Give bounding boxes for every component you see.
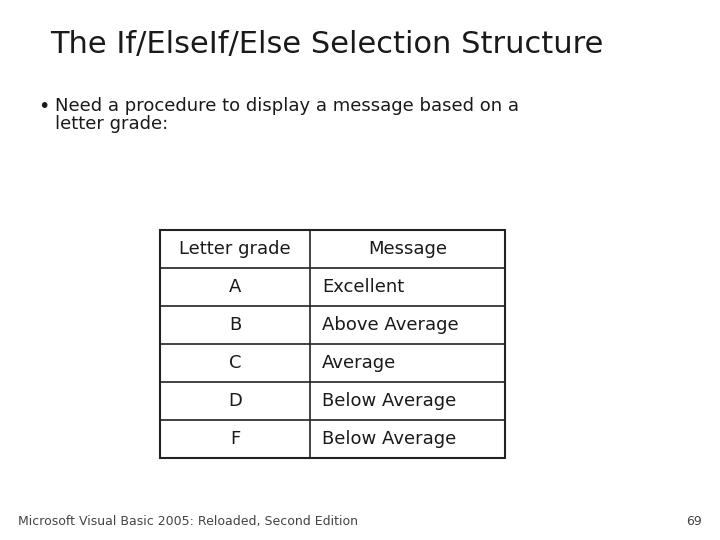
Text: Excellent: Excellent	[322, 278, 404, 296]
Text: Average: Average	[322, 354, 396, 372]
Text: Above Average: Above Average	[322, 316, 459, 334]
Text: A: A	[229, 278, 241, 296]
Text: 69: 69	[686, 515, 702, 528]
Text: Need a procedure to display a message based on a: Need a procedure to display a message ba…	[55, 97, 519, 115]
Text: Letter grade: Letter grade	[179, 240, 291, 258]
Text: letter grade:: letter grade:	[55, 115, 168, 133]
Text: The If/ElseIf/Else Selection Structure: The If/ElseIf/Else Selection Structure	[50, 30, 603, 59]
Text: F: F	[230, 430, 240, 448]
Text: Below Average: Below Average	[322, 430, 456, 448]
Text: Below Average: Below Average	[322, 392, 456, 410]
Text: Microsoft Visual Basic 2005: Reloaded, Second Edition: Microsoft Visual Basic 2005: Reloaded, S…	[18, 515, 358, 528]
Text: C: C	[229, 354, 241, 372]
Text: •: •	[38, 97, 50, 116]
Text: D: D	[228, 392, 242, 410]
Text: Message: Message	[368, 240, 447, 258]
Text: B: B	[229, 316, 241, 334]
Bar	[160, 230, 505, 458]
